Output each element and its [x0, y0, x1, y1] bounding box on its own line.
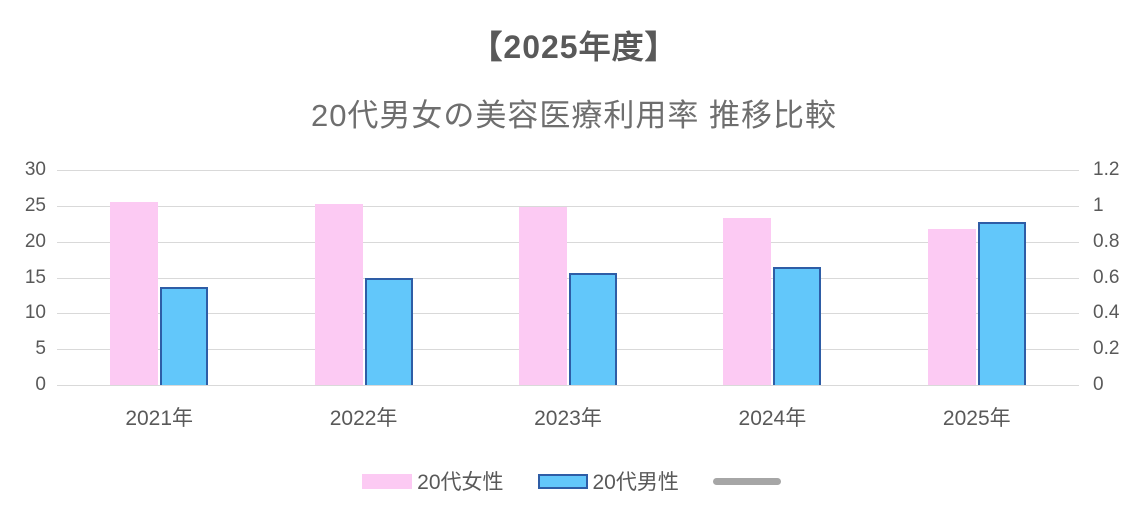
right-axis-tick: 0	[1093, 374, 1104, 395]
x-axis-label: 2025年	[942, 407, 1011, 430]
female-bar	[110, 201, 159, 385]
legend: 20代女性 20代男性	[0, 466, 1148, 496]
bar-group	[875, 170, 1079, 385]
legend-label-female: 20代女性	[417, 471, 504, 494]
chart-titles: 【2025年度】 20代男女の美容医療利用率 推移比較	[0, 22, 1148, 135]
legend-item-male: 20代男性	[537, 466, 679, 496]
x-axis-label: 2021年	[125, 407, 194, 430]
gridline	[57, 313, 1079, 315]
line-series-swatch	[712, 477, 781, 485]
left-axis-tick: 15	[24, 266, 46, 288]
gridline	[57, 205, 1079, 207]
right-axis-tick: 0.8	[1093, 230, 1120, 252]
left-axis-tick: 10	[24, 302, 46, 324]
female-bar	[314, 204, 363, 385]
right-axis-tick: 1.2	[1093, 159, 1120, 180]
bar-group	[670, 170, 874, 385]
left-axis-tick: 30	[24, 159, 46, 180]
x-axis-label: 2022年	[329, 407, 398, 430]
female-bar	[927, 229, 976, 385]
female-bar	[518, 206, 567, 385]
left-axis-tick: 20	[24, 230, 46, 252]
gridline	[57, 241, 1079, 243]
chart-subtitle: 20代男女の美容医療利用率 推移比較	[310, 98, 838, 133]
left-axis-tick: 0	[35, 374, 46, 395]
gridline	[57, 170, 1079, 171]
chart-title: 【2025年度】	[470, 29, 678, 65]
legend-item-female: 20代女性	[362, 466, 504, 496]
right-axis-tick: 0.4	[1093, 302, 1120, 324]
male-bar	[364, 278, 413, 385]
bar-group	[57, 170, 261, 385]
gridline	[57, 385, 1079, 386]
female-bar	[723, 218, 772, 385]
legend-label-male: 20代男性	[592, 471, 679, 494]
x-axis-label: 2024年	[738, 407, 807, 430]
male-bar	[773, 267, 822, 385]
left-axis-tick: 5	[35, 338, 46, 360]
male-bar	[160, 286, 209, 385]
gridline	[57, 349, 1079, 351]
male-series-swatch	[537, 473, 588, 489]
right-axis-tick: 0.6	[1093, 266, 1120, 288]
gridline	[57, 277, 1079, 279]
bar-group	[466, 170, 670, 385]
legend-item-line	[712, 477, 786, 485]
female-series-swatch	[362, 473, 413, 489]
right-axis-tick: 0.2	[1093, 338, 1120, 360]
right-axis-tick: 1	[1093, 194, 1104, 216]
left-axis-tick: 25	[24, 194, 46, 216]
bar-group	[261, 170, 465, 385]
male-bar	[568, 273, 617, 385]
x-axis-label: 2023年	[534, 407, 602, 430]
male-bar	[977, 221, 1026, 385]
plot-area	[57, 170, 1079, 386]
